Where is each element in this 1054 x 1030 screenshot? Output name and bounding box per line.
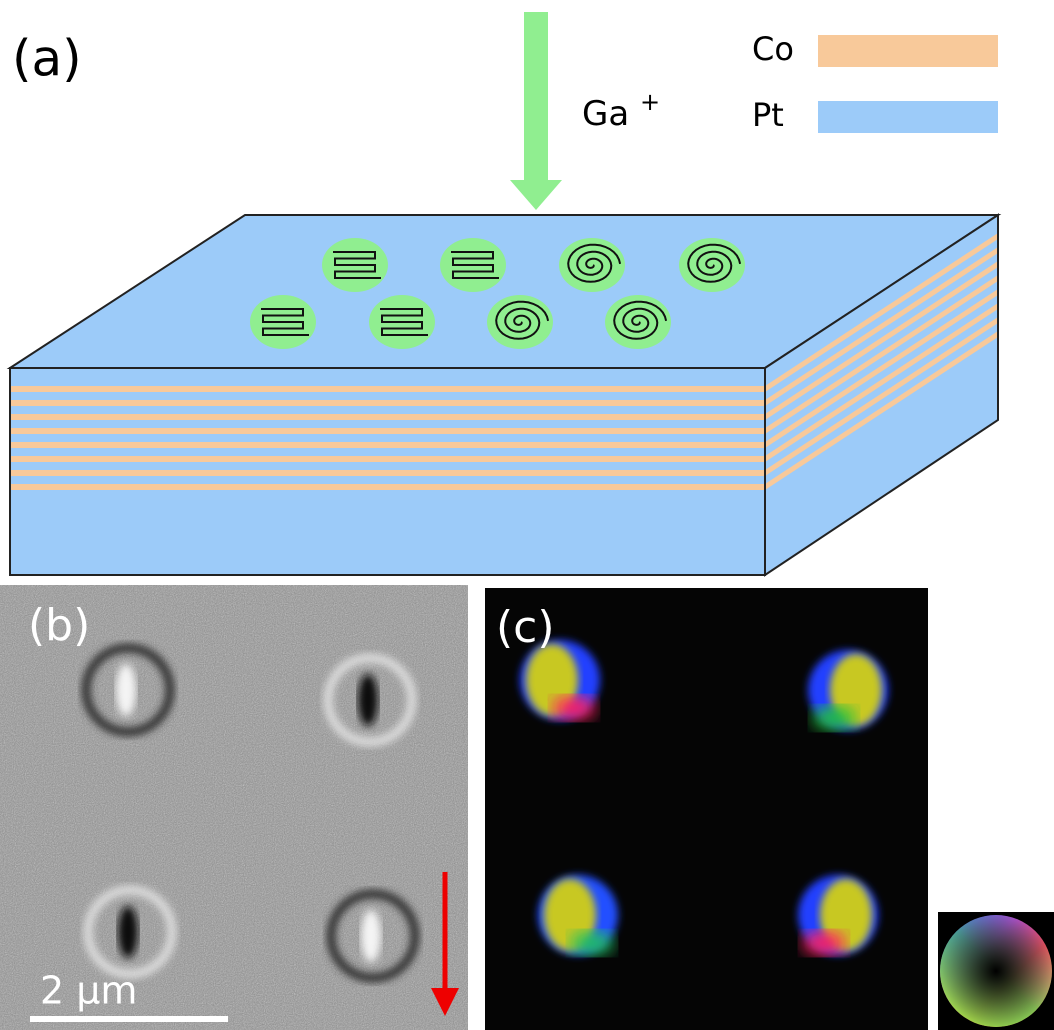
co-layer (10, 456, 765, 462)
skyrmion-edge (570, 931, 614, 955)
skyrmion-edge (802, 931, 846, 955)
domain-ring (323, 653, 417, 747)
co-layer-side (765, 303, 998, 462)
co-layer-side (765, 247, 998, 406)
stripe-pattern (380, 308, 428, 336)
panel-label: (c) (496, 602, 555, 653)
domain-core (118, 906, 138, 958)
spiral-pattern (567, 243, 622, 283)
stripe-pattern (451, 251, 499, 279)
scale-bar-label: 2 μm (40, 969, 137, 1013)
side-outline (764, 213, 999, 577)
co-layer (10, 442, 765, 448)
ion-label: Ga + (582, 88, 660, 134)
legend-label: Pt (752, 96, 784, 134)
field-arrow-head (431, 988, 459, 1016)
spiral-pattern (613, 300, 668, 340)
co-layer-side (765, 261, 998, 420)
skyrmion-edge (812, 706, 856, 730)
co-layer (10, 386, 765, 392)
stripe-pattern (333, 251, 381, 279)
image-noise (0, 585, 468, 1030)
domain-core (361, 910, 381, 962)
ion-beam-head (510, 180, 562, 210)
co-layer (10, 484, 765, 490)
legend-swatch (818, 35, 998, 67)
panel-a: (a) Ga + Co Pt (6, 12, 1002, 577)
domain-ring (83, 885, 177, 979)
co-layer (10, 470, 765, 476)
co-layer-side (765, 317, 998, 476)
skyrmion-edge (552, 696, 596, 720)
ion-beam (524, 12, 548, 182)
spiral-pattern (495, 300, 550, 340)
panel-c: (c) (485, 588, 1054, 1030)
domain-ring (326, 889, 420, 983)
color-wheel-center (940, 915, 1052, 1027)
panel-b: (b) 2 μm (0, 585, 468, 1030)
co-layer-side (765, 275, 998, 434)
legend-swatch (818, 101, 998, 133)
domain-core (116, 664, 136, 716)
co-layer (10, 428, 765, 434)
co-layer (10, 414, 765, 420)
spiral-pattern (687, 243, 742, 283)
domain-core (358, 674, 378, 726)
co-layer-side (765, 331, 998, 490)
panel-label: (b) (28, 600, 90, 651)
co-layer (10, 400, 765, 406)
stripe-pattern (261, 308, 309, 336)
panel-label: (a) (12, 30, 82, 88)
scale-bar (30, 1016, 228, 1022)
co-layer-side (765, 289, 998, 448)
legend-label: Co (752, 30, 794, 68)
domain-ring (81, 643, 175, 737)
co-layer-side (765, 233, 998, 392)
